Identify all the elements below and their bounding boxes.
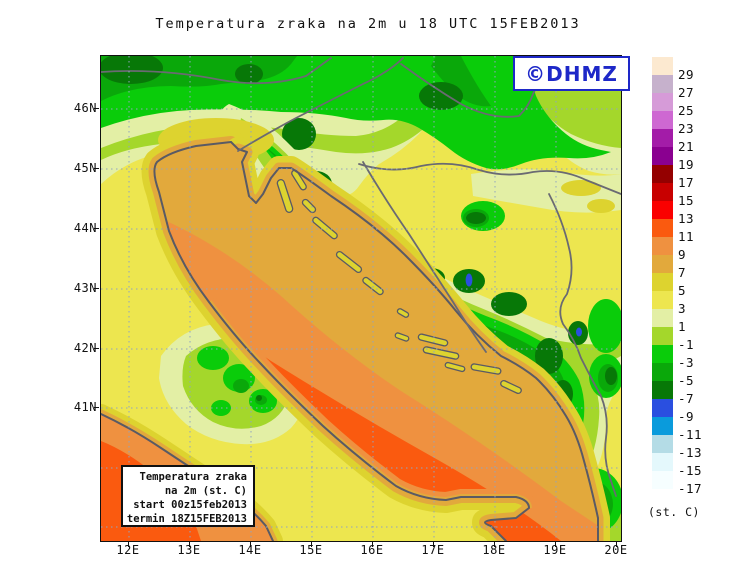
colorbar-tick-label: 11 [678, 229, 695, 244]
y-axis-tick [94, 288, 99, 289]
x-axis-tick [250, 541, 251, 547]
colorbar-cell [652, 453, 673, 471]
colorbar-tick-label: 1 [678, 319, 687, 334]
x-axis-tick [494, 541, 495, 547]
colorbar-tick-label: -11 [678, 427, 703, 442]
colorbar-tick-label: 15 [678, 193, 695, 208]
info-line-3: start 00z15feb2013 [133, 499, 247, 511]
colorbar-cell [652, 219, 673, 237]
colorbar-tick-label: 9 [678, 247, 687, 262]
colorbar-tick-label: 21 [678, 139, 695, 154]
colorbar-cell [652, 255, 673, 273]
info-line-1: Temperatura zraka [139, 471, 247, 483]
colorbar-cell [652, 327, 673, 345]
cold-spots-blue [465, 273, 582, 337]
colorbar-cell [652, 381, 673, 399]
colorbar-unit-label: (st. C) [648, 505, 700, 519]
colorbar-cell [652, 417, 673, 435]
x-axis-tick [372, 541, 373, 547]
colorbar-cell [652, 363, 673, 381]
x-axis-tick [555, 541, 556, 547]
dhmz-logo-text: ©DHMZ [525, 61, 618, 86]
y-axis-tick [94, 348, 99, 349]
colorbar-tick-label: -15 [678, 463, 703, 478]
colorbar-tick-label: 17 [678, 175, 695, 190]
x-axis-tick [616, 541, 617, 547]
run-info-box: Temperatura zraka na 2m (st. C) start 00z1… [121, 465, 255, 527]
croatia-coastline [230, 141, 599, 541]
colorbar-tick-label: 5 [678, 283, 687, 298]
x-tick-label: 20E [604, 543, 628, 557]
colorbar-cell [652, 147, 673, 165]
x-tick-label: 17E [421, 543, 445, 557]
y-tick-label: 44N [73, 221, 97, 235]
colorbar-cell [652, 75, 673, 93]
colorbar-cell [652, 237, 673, 255]
y-axis-tick [94, 228, 99, 229]
colorbar-cell [652, 489, 673, 507]
x-tick-label: 14E [238, 543, 262, 557]
colorbar-cell [652, 129, 673, 147]
x-tick-label: 13E [177, 543, 201, 557]
y-tick-label: 45N [73, 161, 97, 175]
colorbar-cell [652, 309, 673, 327]
colorbar-tick-label: -5 [678, 373, 695, 388]
colorbar-cell [652, 201, 673, 219]
y-axis-tick [94, 168, 99, 169]
x-axis-tick [128, 541, 129, 547]
colorbar-tick-label: 19 [678, 157, 695, 172]
x-axis-tick [433, 541, 434, 547]
y-axis-tick [94, 108, 99, 109]
x-axis-tick [311, 541, 312, 547]
x-tick-label: 19E [543, 543, 567, 557]
x-tick-label: 18E [482, 543, 506, 557]
colorbar-cell [652, 345, 673, 363]
colorbar-tick-label: -1 [678, 337, 695, 352]
x-tick-label: 12E [116, 543, 140, 557]
info-line-4: termin 18Z15FEB2013 [126, 513, 247, 525]
colorbar-tick-label: 7 [678, 265, 687, 280]
colorbar-cell [652, 399, 673, 417]
colorbar-cell [652, 93, 673, 111]
gridlines [101, 56, 621, 541]
colorbar-cell [652, 471, 673, 489]
colorbar-tick-label: 27 [678, 85, 695, 100]
colorbar-cell [652, 183, 673, 201]
y-tick-label: 42N [73, 341, 97, 355]
colorbar-tick-label: 13 [678, 211, 695, 226]
y-tick-label: 43N [73, 281, 97, 295]
temperature-colorbar [652, 57, 673, 507]
italy-adriatic-coastline [153, 141, 530, 541]
colorbar-tick-label: 3 [678, 301, 687, 316]
colorbar-tick-label: -3 [678, 355, 695, 370]
colorbar-cell [652, 165, 673, 183]
colorbar-cell [652, 111, 673, 129]
colorbar-cell [652, 57, 673, 75]
y-axis-tick [94, 407, 99, 408]
colorbar-tick-label: -17 [678, 481, 703, 496]
colorbar-tick-label: -7 [678, 391, 695, 406]
colorbar-tick-label: 23 [678, 121, 695, 136]
colorbar-tick-label: -13 [678, 445, 703, 460]
y-tick-label: 41N [73, 400, 97, 414]
page-title: Temperatura zraka na 2m u 18 UTC 15FEB20… [155, 16, 581, 32]
colorbar-tick-label: -9 [678, 409, 695, 424]
info-line-2: na 2m (st. C) [164, 485, 247, 497]
colorbar-cell [652, 291, 673, 309]
colorbar-cell [652, 273, 673, 291]
y-tick-label: 46N [73, 101, 97, 115]
x-tick-label: 15E [299, 543, 323, 557]
x-tick-label: 16E [360, 543, 384, 557]
colorbar-tick-label: 29 [678, 67, 695, 82]
x-axis-tick [189, 541, 190, 547]
dhmz-logo: ©DHMZ [513, 56, 630, 91]
colorbar-cell [652, 435, 673, 453]
colorbar-tick-label: 25 [678, 103, 695, 118]
